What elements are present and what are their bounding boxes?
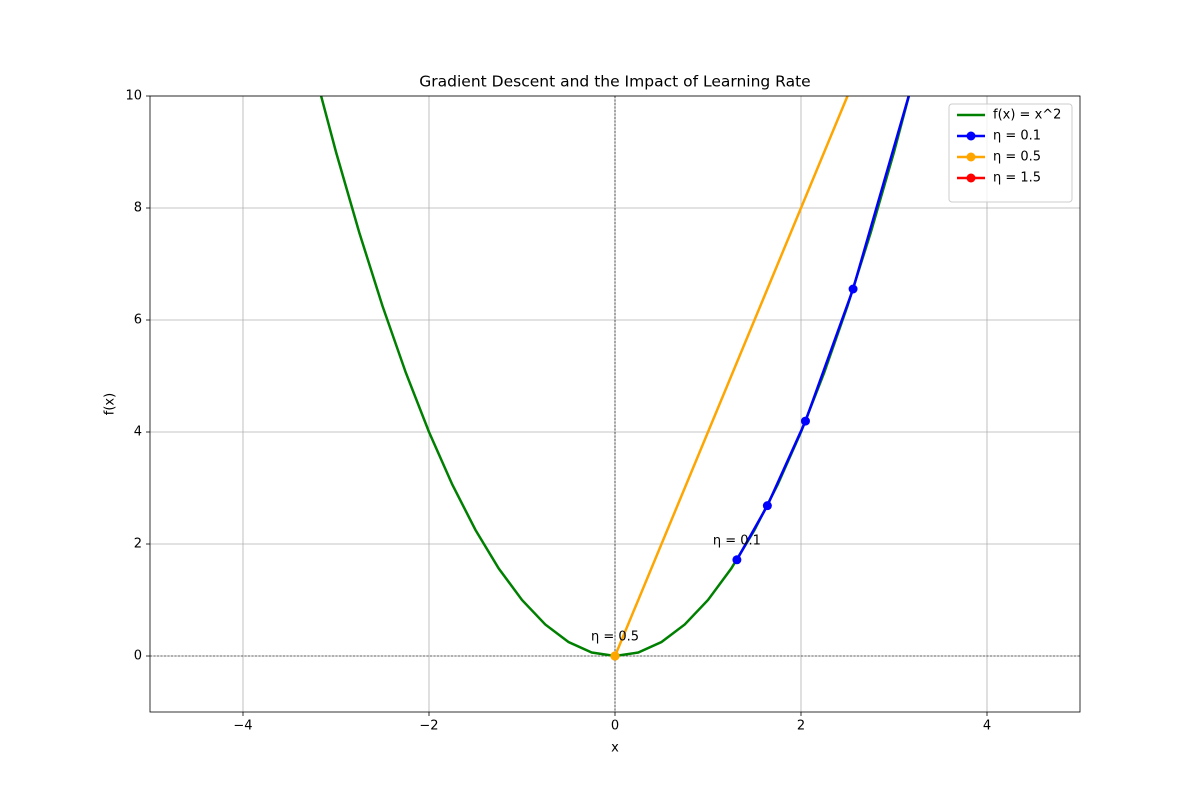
x-tick-label: 2 (797, 719, 805, 734)
series-line (735, 96, 911, 561)
legend-marker (966, 152, 976, 162)
series-marker (848, 284, 858, 294)
legend-label: η = 1.5 (993, 171, 1041, 186)
y-axis-label: f(x) (103, 393, 118, 415)
series-line (613, 96, 849, 657)
plot-area (319, 96, 911, 661)
x-tick-label: −4 (233, 719, 252, 734)
plot-frame (149, 95, 1081, 713)
legend-label: η = 0.5 (993, 150, 1041, 165)
series-marker (732, 555, 742, 565)
y-tick-label: 8 (134, 201, 142, 216)
y-tick-label: 6 (134, 313, 142, 328)
chart-title: Gradient Descent and the Impact of Learn… (419, 73, 810, 91)
annotation: η = 0.5 (591, 630, 639, 645)
series-marker (610, 651, 620, 661)
legend-marker (966, 173, 976, 183)
x-tick-label: 4 (983, 719, 991, 734)
legend: f(x) = x^2 η = 0.1 η = 0.5 η = 1.5 (948, 103, 1073, 203)
legend-label: f(x) = x^2 (993, 108, 1061, 123)
y-tick-label: 4 (134, 425, 142, 440)
y-tick-label: 2 (134, 537, 142, 552)
annotation: η = 0.1 (713, 533, 761, 548)
legend-marker (966, 131, 976, 141)
x-tick-label: 0 (611, 719, 619, 734)
x-tick-label: −2 (419, 719, 438, 734)
series-marker (800, 416, 810, 426)
legend-label: η = 0.1 (993, 129, 1041, 144)
x-axis-label: x (611, 741, 619, 756)
y-tick-label: 10 (125, 89, 142, 104)
series-marker (762, 501, 772, 511)
y-tick-label: 0 (134, 649, 142, 664)
